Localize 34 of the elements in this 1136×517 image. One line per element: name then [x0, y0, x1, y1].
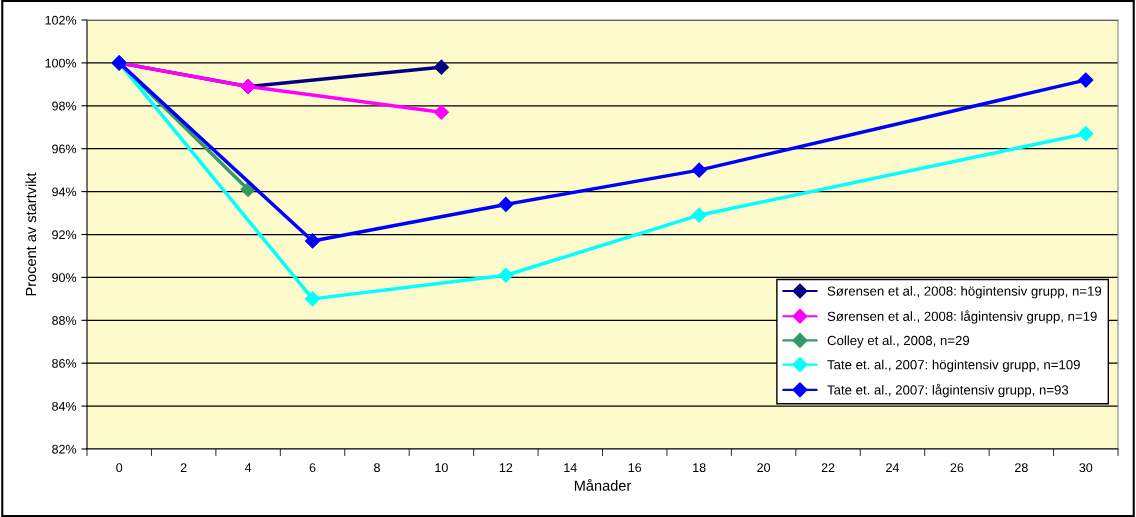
x-tick-label: 24	[886, 463, 900, 472]
x-tick-label: 18	[693, 463, 706, 473]
x-tick-label: 12	[499, 463, 513, 472]
legend-label: Tate et. al., 2007: lågintensiv grupp, n=93	[827, 383, 1069, 398]
y-tick-label: 88%	[52, 316, 77, 325]
y-axis-title: Procent av startvikt	[25, 172, 37, 296]
x-tick-label: 4	[244, 463, 252, 472]
y-tick-label: 90%	[52, 273, 77, 283]
y-tick-label: 82%	[52, 444, 77, 454]
x-tick-label: 26	[950, 463, 964, 473]
x-tick-label: 2	[180, 463, 187, 472]
x-tick-label: 22	[821, 463, 835, 472]
x-tick-label: 6	[309, 463, 316, 473]
y-tick-label: 86%	[52, 359, 77, 368]
y-tick-label: 84%	[52, 401, 77, 411]
legend-label: Sørensen et al., 2008: lågintensiv grupp, n=19	[827, 310, 1097, 324]
x-tick-label: 0	[116, 463, 123, 473]
x-tick-label: 14	[564, 463, 577, 472]
x-tick-label: 16	[628, 463, 642, 473]
legend-label: Colley et al., 2008, n=29	[827, 335, 970, 348]
x-tick-label: 20	[757, 463, 771, 473]
y-tick-label: 96%	[52, 144, 77, 154]
y-tick-label: 102%	[45, 15, 77, 25]
x-tick-label: 30	[1079, 463, 1093, 473]
x-tick-label: 28	[1015, 463, 1028, 473]
x-axis-title: Månader	[574, 478, 632, 491]
y-tick-label: 92%	[52, 230, 77, 240]
y-tick-label: 100%	[45, 58, 77, 68]
x-tick-label: 8	[374, 463, 380, 473]
y-tick-label: 94%	[52, 187, 77, 197]
y-tick-label: 98%	[52, 101, 77, 111]
legend-label: Sørensen et al., 2008: högintensiv grupp, n=19	[827, 286, 1102, 299]
legend-label: Tate et. al., 2007: högintensiv grupp, n=109	[827, 359, 1080, 372]
x-tick-label: 10	[435, 463, 448, 473]
